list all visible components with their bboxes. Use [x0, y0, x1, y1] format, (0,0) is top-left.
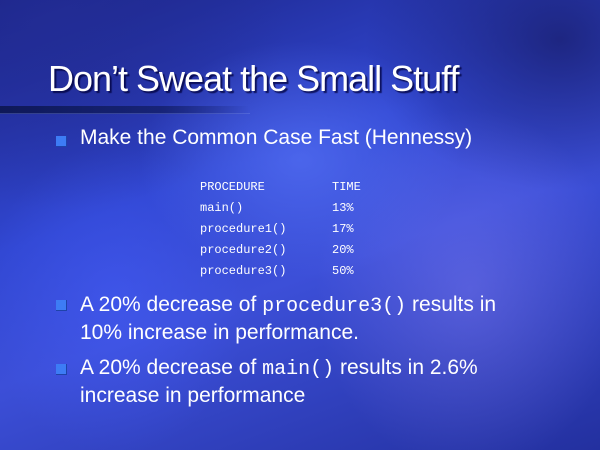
- bullet-1-text: Make the Common Case Fast (Hennessy): [80, 126, 473, 149]
- procedure-time: 17%: [332, 221, 354, 236]
- table-row: procedure1() 17%: [200, 218, 392, 239]
- procedure-name: procedure2(): [200, 242, 287, 257]
- table-row: procedure3() 50%: [200, 260, 392, 281]
- slide-title: Don’t Sweat the Small Stuff: [48, 58, 460, 99]
- table-row: procedure2() 20%: [200, 239, 392, 260]
- procedure-time-table: PROCEDURE TIME main() 13% procedure1() 1…: [200, 176, 392, 281]
- procedure-time: 20%: [332, 242, 354, 257]
- bullet-3-suffix: results in 2.6%: [340, 356, 478, 379]
- column-header-procedure: PROCEDURE: [200, 179, 265, 194]
- bullet-3-code: main(): [262, 358, 335, 381]
- table-header-row: PROCEDURE TIME: [200, 176, 392, 197]
- procedure-time: 13%: [332, 200, 354, 215]
- bullet-2-code: procedure3(): [262, 295, 407, 318]
- bullet-2-square-icon: [56, 300, 67, 311]
- bullet-3-line-1: A 20% decrease of main() results in 2.6%: [80, 355, 478, 383]
- bullet-3-square-icon: [56, 364, 67, 375]
- bullet-1-square-icon: [56, 136, 67, 147]
- title-underline-bar: [0, 106, 250, 114]
- procedure-time: 50%: [332, 263, 354, 278]
- bullet-3-prefix: A 20% decrease of: [80, 356, 257, 379]
- bullet-3-line-2: increase in performance: [80, 384, 306, 407]
- bullet-2-prefix: A 20% decrease of: [80, 293, 257, 316]
- column-header-time: TIME: [332, 179, 361, 194]
- procedure-name: procedure1(): [200, 221, 287, 236]
- bullet-2-line-1: A 20% decrease of procedure3() results i…: [80, 292, 496, 320]
- bullet-2-line-2: 10% increase in performance.: [80, 321, 359, 344]
- table-row: main() 13%: [200, 197, 392, 218]
- procedure-name: main(): [200, 200, 244, 215]
- bullet-2-suffix: results in: [412, 293, 497, 316]
- procedure-name: procedure3(): [200, 263, 287, 278]
